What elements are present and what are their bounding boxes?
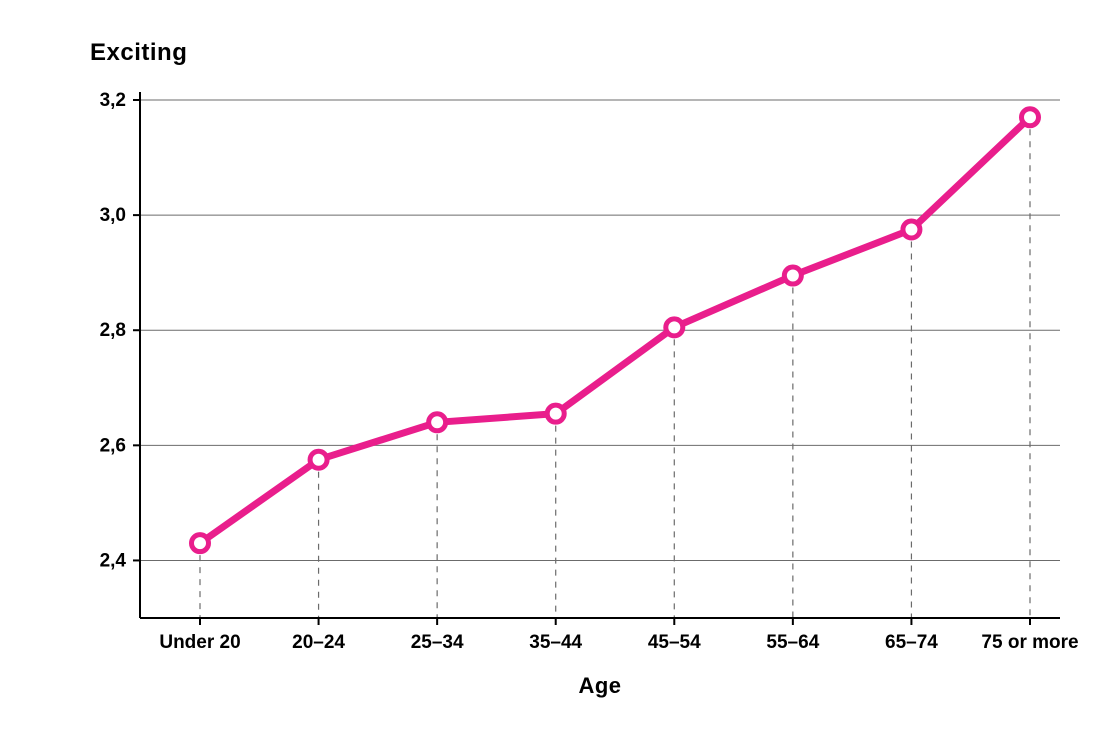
data-point — [784, 267, 801, 284]
data-point — [192, 535, 209, 552]
x-tick-label: 75 or more — [981, 632, 1078, 653]
x-tick-label: 65–74 — [885, 632, 938, 653]
y-tick-label: 2,4 — [100, 550, 127, 571]
x-tick-label: 55–64 — [766, 632, 819, 653]
y-axis-title: Exciting — [90, 39, 187, 66]
data-point — [547, 405, 564, 422]
x-tick-label: Under 20 — [159, 632, 240, 653]
x-tick-label: 45–54 — [648, 632, 701, 653]
x-axis-title: Age — [578, 673, 621, 698]
data-point — [1022, 109, 1039, 126]
data-point — [903, 221, 920, 238]
data-point — [429, 414, 446, 431]
y-tick-label: 2,6 — [100, 435, 126, 456]
x-tick-label: 35–44 — [529, 632, 582, 653]
chart-canvas: 2,4 2,6 2,8 3,0 3,2 Under 20 20–24 25–34 35–44 45… — [0, 0, 1110, 742]
y-tick-label: 2,8 — [100, 320, 126, 341]
data-point — [666, 319, 683, 336]
line-chart: 2,4 2,6 2,8 3,0 3,2 Under 20 20–24 25–34 35–44 45… — [0, 0, 1110, 742]
y-tick-label: 3,0 — [100, 205, 126, 226]
y-tick-label: 3,2 — [100, 90, 126, 111]
x-tick-label: 20–24 — [292, 632, 345, 653]
data-point — [310, 451, 327, 468]
x-tick-label: 25–34 — [411, 632, 464, 653]
